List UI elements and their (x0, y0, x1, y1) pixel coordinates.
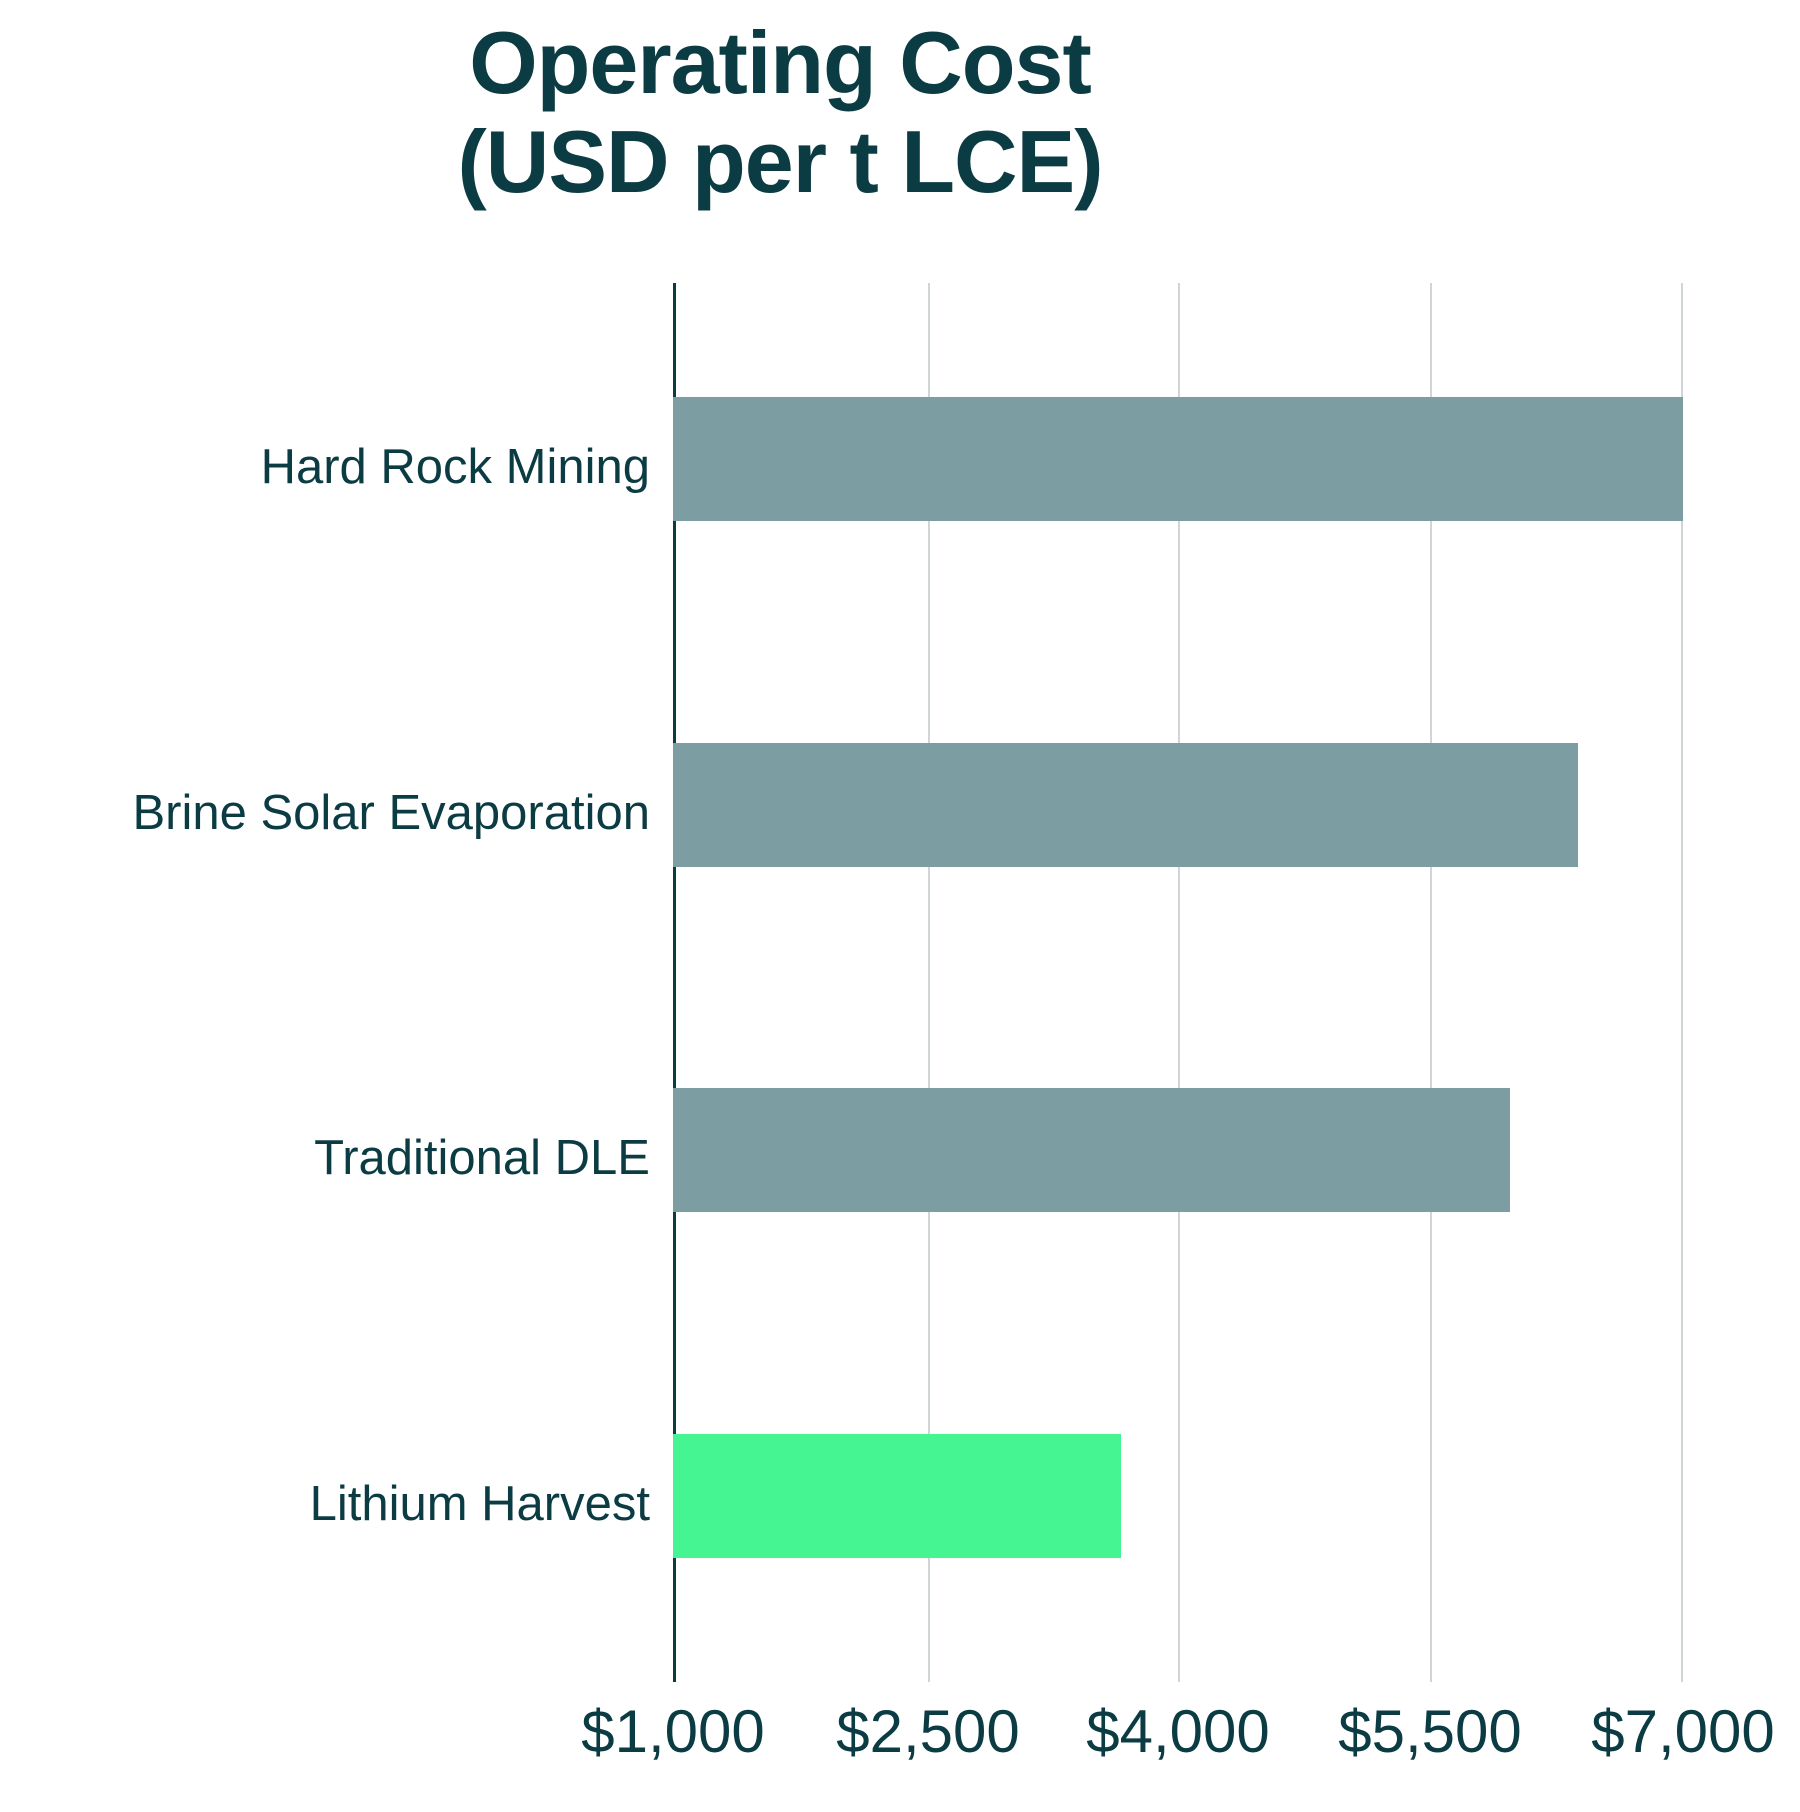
gridline-4000 (1178, 283, 1180, 1682)
bar-lithium-harvest[interactable] (673, 1434, 1121, 1558)
y-axis-line (673, 283, 676, 1682)
x-tick-4000: $4,000 (1086, 1698, 1270, 1765)
plot-area (673, 283, 1683, 1682)
gridline-5500 (1430, 283, 1432, 1682)
y-axis-label-traditional-dle: Traditional DLE (314, 1131, 650, 1185)
gridline-7000 (1681, 283, 1683, 1682)
x-tick-1000: $1,000 (581, 1698, 765, 1765)
x-tick-7000: $7,000 (1591, 1698, 1775, 1765)
y-axis-category-labels: Hard Rock Mining Brine Solar Evaporation… (0, 283, 650, 1682)
bar-brine-solar-evaporation[interactable] (673, 743, 1578, 867)
x-tick-2500: $2,500 (836, 1698, 1020, 1765)
x-tick-5500: $5,500 (1338, 1698, 1522, 1765)
x-axis-tick-labels: $1,000 $2,500 $4,000 $5,500 $7,000 (0, 1702, 1800, 1812)
y-axis-label-brine-solar-evaporation: Brine Solar Evaporation (132, 786, 650, 840)
y-axis-label-lithium-harvest: Lithium Harvest (309, 1477, 650, 1531)
bar-traditional-dle[interactable] (673, 1088, 1511, 1212)
y-axis-label-hard-rock-mining: Hard Rock Mining (260, 440, 650, 494)
chart-title: Operating Cost (USD per t LCE) (457, 13, 1104, 211)
gridline-2500 (928, 283, 930, 1682)
bar-hard-rock-mining[interactable] (673, 397, 1683, 521)
